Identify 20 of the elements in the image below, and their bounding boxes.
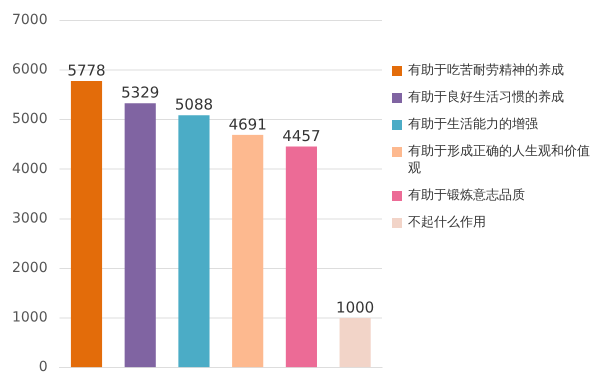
legend-label: 有助于生活能力的增强 bbox=[408, 116, 538, 133]
y-tick-label: 0 bbox=[38, 359, 48, 376]
data-label: 5329 bbox=[121, 84, 160, 102]
y-tick-label: 6000 bbox=[12, 62, 48, 78]
y-tick-label: 1000 bbox=[12, 310, 48, 326]
y-tick-label: 7000 bbox=[12, 12, 48, 28]
data-label: 1000 bbox=[336, 298, 374, 316]
data-label: 4457 bbox=[282, 126, 320, 145]
legend-label: 有助于良好生活习惯的养成 bbox=[408, 89, 564, 106]
y-tick-label: 3000 bbox=[12, 210, 48, 226]
data-label: 4691 bbox=[228, 115, 267, 134]
data-label: 5778 bbox=[67, 61, 106, 80]
legend-label: 有助于锻炼意志品质 bbox=[408, 187, 525, 204]
y-tick-label: 5000 bbox=[12, 111, 48, 128]
data-label: 5088 bbox=[174, 96, 214, 114]
y-tick-label: 2000 bbox=[12, 260, 48, 276]
legend-label: 不起什么作用 bbox=[408, 214, 486, 231]
legend-label: 有助于吃苦耐劳精神的养成 bbox=[408, 62, 564, 79]
legend-label: 有助于形成正确的人生观和价值观 bbox=[408, 143, 591, 177]
y-tick-label: 4000 bbox=[12, 160, 48, 177]
